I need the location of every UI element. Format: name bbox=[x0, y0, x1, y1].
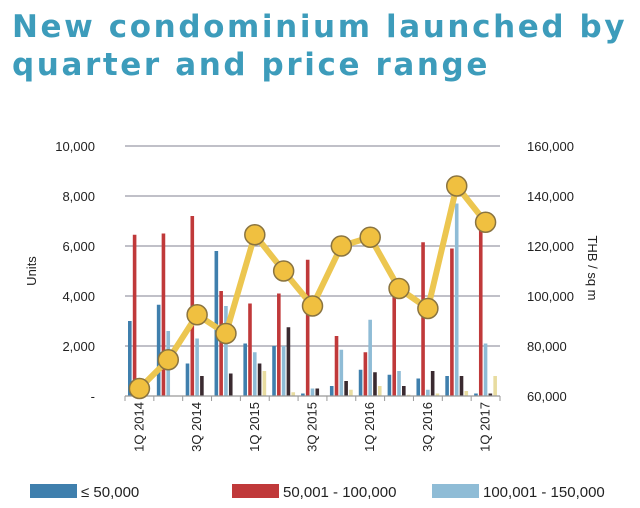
bar bbox=[305, 259, 310, 396]
legend-label: ≤ 50,000 bbox=[81, 484, 139, 501]
bar bbox=[334, 336, 339, 396]
y-tick-label: 2,000 bbox=[62, 339, 95, 354]
price-point bbox=[388, 277, 410, 300]
bar bbox=[252, 352, 257, 396]
bar bbox=[315, 388, 320, 396]
x-tick-label: 1Q 2017 bbox=[478, 402, 493, 452]
legend-swatch bbox=[30, 484, 77, 498]
price-point bbox=[157, 349, 180, 371]
y-axis-label: Units bbox=[24, 256, 39, 286]
bar bbox=[377, 386, 382, 396]
bar bbox=[478, 223, 483, 396]
bar bbox=[435, 393, 440, 396]
y-right-tick-label: 140,000 bbox=[527, 189, 574, 204]
bar bbox=[488, 393, 493, 396]
bar bbox=[421, 242, 425, 396]
chart-title-line-2: quarter and price range bbox=[12, 47, 490, 83]
bar bbox=[445, 376, 449, 396]
y-right-axis-label: THB / sq m bbox=[585, 235, 600, 300]
bar bbox=[392, 293, 397, 396]
bar bbox=[224, 306, 228, 396]
bar bbox=[161, 233, 166, 396]
bar bbox=[219, 291, 223, 396]
y-tick-label: 10,000 bbox=[55, 139, 95, 154]
bar bbox=[156, 304, 161, 396]
y-tick-label: 8,000 bbox=[62, 189, 95, 204]
bar bbox=[397, 371, 401, 396]
bar bbox=[277, 293, 281, 396]
x-tick-label: 1Q 2016 bbox=[362, 402, 377, 452]
y-tick-label: 4,000 bbox=[62, 289, 95, 304]
y-right-tick-label: 100,000 bbox=[527, 289, 574, 304]
bar bbox=[373, 372, 377, 396]
price-point bbox=[445, 175, 468, 197]
price-point bbox=[417, 297, 439, 320]
bar bbox=[450, 248, 454, 396]
bar bbox=[243, 343, 247, 396]
price-point bbox=[186, 304, 208, 326]
bar bbox=[474, 393, 478, 396]
bar bbox=[426, 389, 430, 396]
price-point bbox=[128, 377, 151, 400]
bar bbox=[483, 343, 488, 396]
x-tick-label: 3Q 2016 bbox=[420, 402, 435, 452]
bar bbox=[281, 346, 286, 396]
bar bbox=[349, 389, 353, 396]
price-point bbox=[301, 295, 324, 317]
bar bbox=[310, 388, 315, 396]
bar bbox=[185, 363, 190, 396]
bar bbox=[228, 373, 233, 396]
y-tick-label: 6,000 bbox=[62, 239, 95, 254]
price-point bbox=[474, 211, 497, 233]
y-right-tick-label: 60,000 bbox=[527, 389, 567, 404]
x-tick-label: 3Q 2015 bbox=[305, 402, 320, 452]
y-right-tick-label: 120,000 bbox=[527, 239, 574, 254]
y-right-tick-label: 160,000 bbox=[527, 139, 574, 154]
bar bbox=[272, 346, 276, 396]
legend-label: 100,001 - 150,000 bbox=[483, 484, 605, 501]
chart-title-line-1: New condominium launched by bbox=[12, 9, 628, 45]
bar bbox=[132, 234, 137, 396]
bar bbox=[128, 321, 132, 396]
price-point bbox=[215, 322, 237, 345]
bar bbox=[214, 251, 219, 396]
bar bbox=[387, 374, 392, 396]
price-point bbox=[244, 224, 266, 246]
chart-title: New condominium launched by quarter and … bbox=[12, 8, 627, 84]
x-tick-label: 1Q 2015 bbox=[247, 402, 262, 452]
bar bbox=[454, 203, 459, 396]
legend-swatch bbox=[232, 484, 279, 498]
bar bbox=[416, 378, 421, 396]
legend-swatch bbox=[432, 484, 479, 498]
bar bbox=[459, 376, 464, 396]
y-right-tick-label: 80,000 bbox=[527, 339, 567, 354]
bar bbox=[344, 381, 348, 396]
bar bbox=[195, 338, 199, 396]
x-tick-label: 1Q 2014 bbox=[131, 402, 146, 452]
bar bbox=[363, 352, 368, 396]
bar bbox=[301, 393, 305, 396]
legend-label: 50,001 - 100,000 bbox=[283, 484, 396, 501]
bar bbox=[291, 392, 296, 396]
bar bbox=[262, 371, 267, 396]
bar bbox=[430, 371, 435, 396]
bar bbox=[464, 391, 469, 396]
price-point bbox=[330, 235, 353, 257]
price-point bbox=[272, 260, 295, 282]
bar bbox=[493, 376, 497, 396]
bar bbox=[329, 386, 334, 396]
bar bbox=[368, 319, 372, 396]
bar bbox=[406, 394, 411, 396]
bar bbox=[339, 349, 344, 396]
x-tick-label: 3Q 2014 bbox=[189, 402, 204, 452]
bar bbox=[286, 327, 291, 396]
bar bbox=[200, 376, 204, 396]
bar bbox=[358, 369, 363, 396]
bar bbox=[248, 303, 252, 396]
bar bbox=[402, 386, 406, 396]
y-tick-label: - bbox=[91, 389, 95, 404]
price-point bbox=[359, 226, 381, 248]
bar bbox=[257, 363, 262, 396]
